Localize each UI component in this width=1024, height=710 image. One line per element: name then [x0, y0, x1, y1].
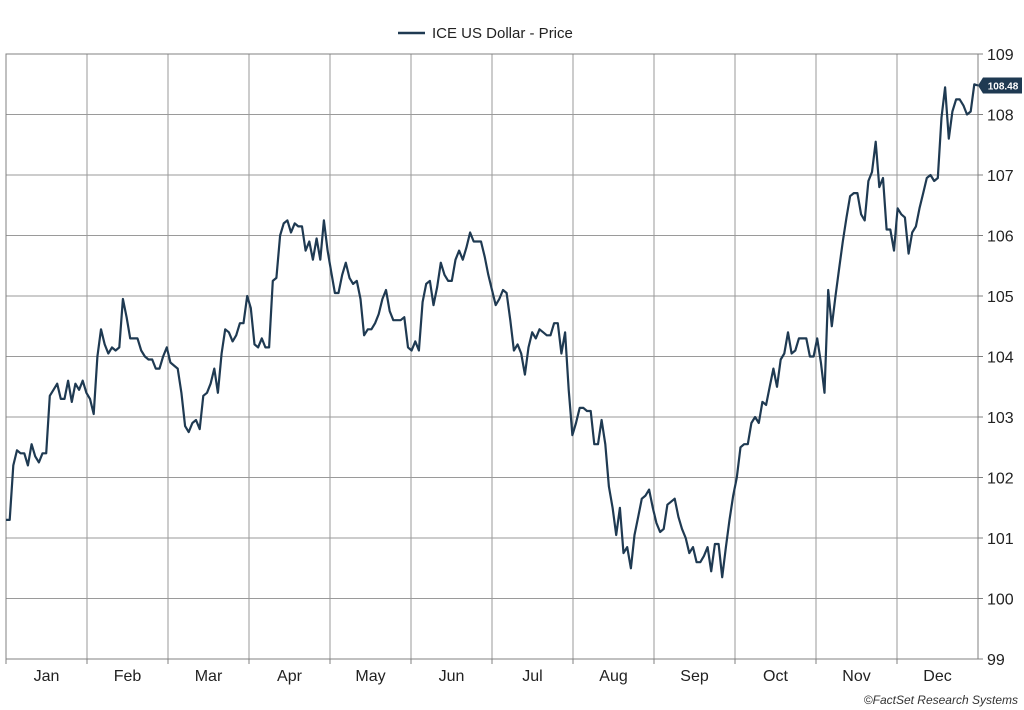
x-tick-label: Sep — [680, 668, 709, 685]
x-tick-label: Aug — [599, 668, 627, 685]
x-tick-label: Jun — [439, 668, 465, 685]
y-tick-label: 101 — [987, 531, 1014, 548]
y-tick-label: 106 — [987, 229, 1014, 246]
y-tick-label: 107 — [987, 168, 1014, 185]
x-tick-label: Feb — [114, 668, 142, 685]
source-credit: ©FactSet Research Systems — [863, 693, 1018, 707]
x-tick-label: Dec — [923, 668, 951, 685]
y-tick-label: 104 — [987, 350, 1014, 367]
y-axis-ticks: 99 100 101 102 103 104 105 106 107 108 109 — [978, 47, 1014, 669]
y-tick-label: 105 — [987, 289, 1014, 306]
y-tick-label: 108 — [987, 108, 1014, 125]
x-tick-label: Jul — [522, 668, 542, 685]
gridlines — [6, 54, 978, 659]
y-tick-label: 103 — [987, 410, 1014, 427]
legend-label: ICE US Dollar - Price — [432, 25, 573, 42]
x-axis-ticks: Jan Feb Mar Apr May Jun Jul Aug Sep Oct Nov Dec — [5, 659, 952, 685]
x-tick-label: Mar — [195, 668, 223, 685]
series-line — [6, 83, 979, 579]
x-tick-label: Nov — [842, 668, 870, 685]
last-value-text: 108.48 — [988, 81, 1019, 92]
y-tick-label: 100 — [987, 592, 1014, 609]
x-tick-label: Jan — [34, 668, 60, 685]
y-tick-label: 109 — [987, 47, 1014, 64]
legend: ICE US Dollar - Price — [398, 25, 573, 42]
y-tick-label: 99 — [987, 652, 1005, 669]
y-tick-label: 102 — [987, 471, 1014, 488]
x-tick-label: Oct — [763, 668, 788, 685]
x-tick-label: Apr — [277, 668, 303, 685]
last-value-marker — [978, 77, 1022, 94]
x-tick-label: May — [355, 668, 385, 685]
last-value-badge: 108.48 — [978, 77, 1022, 94]
